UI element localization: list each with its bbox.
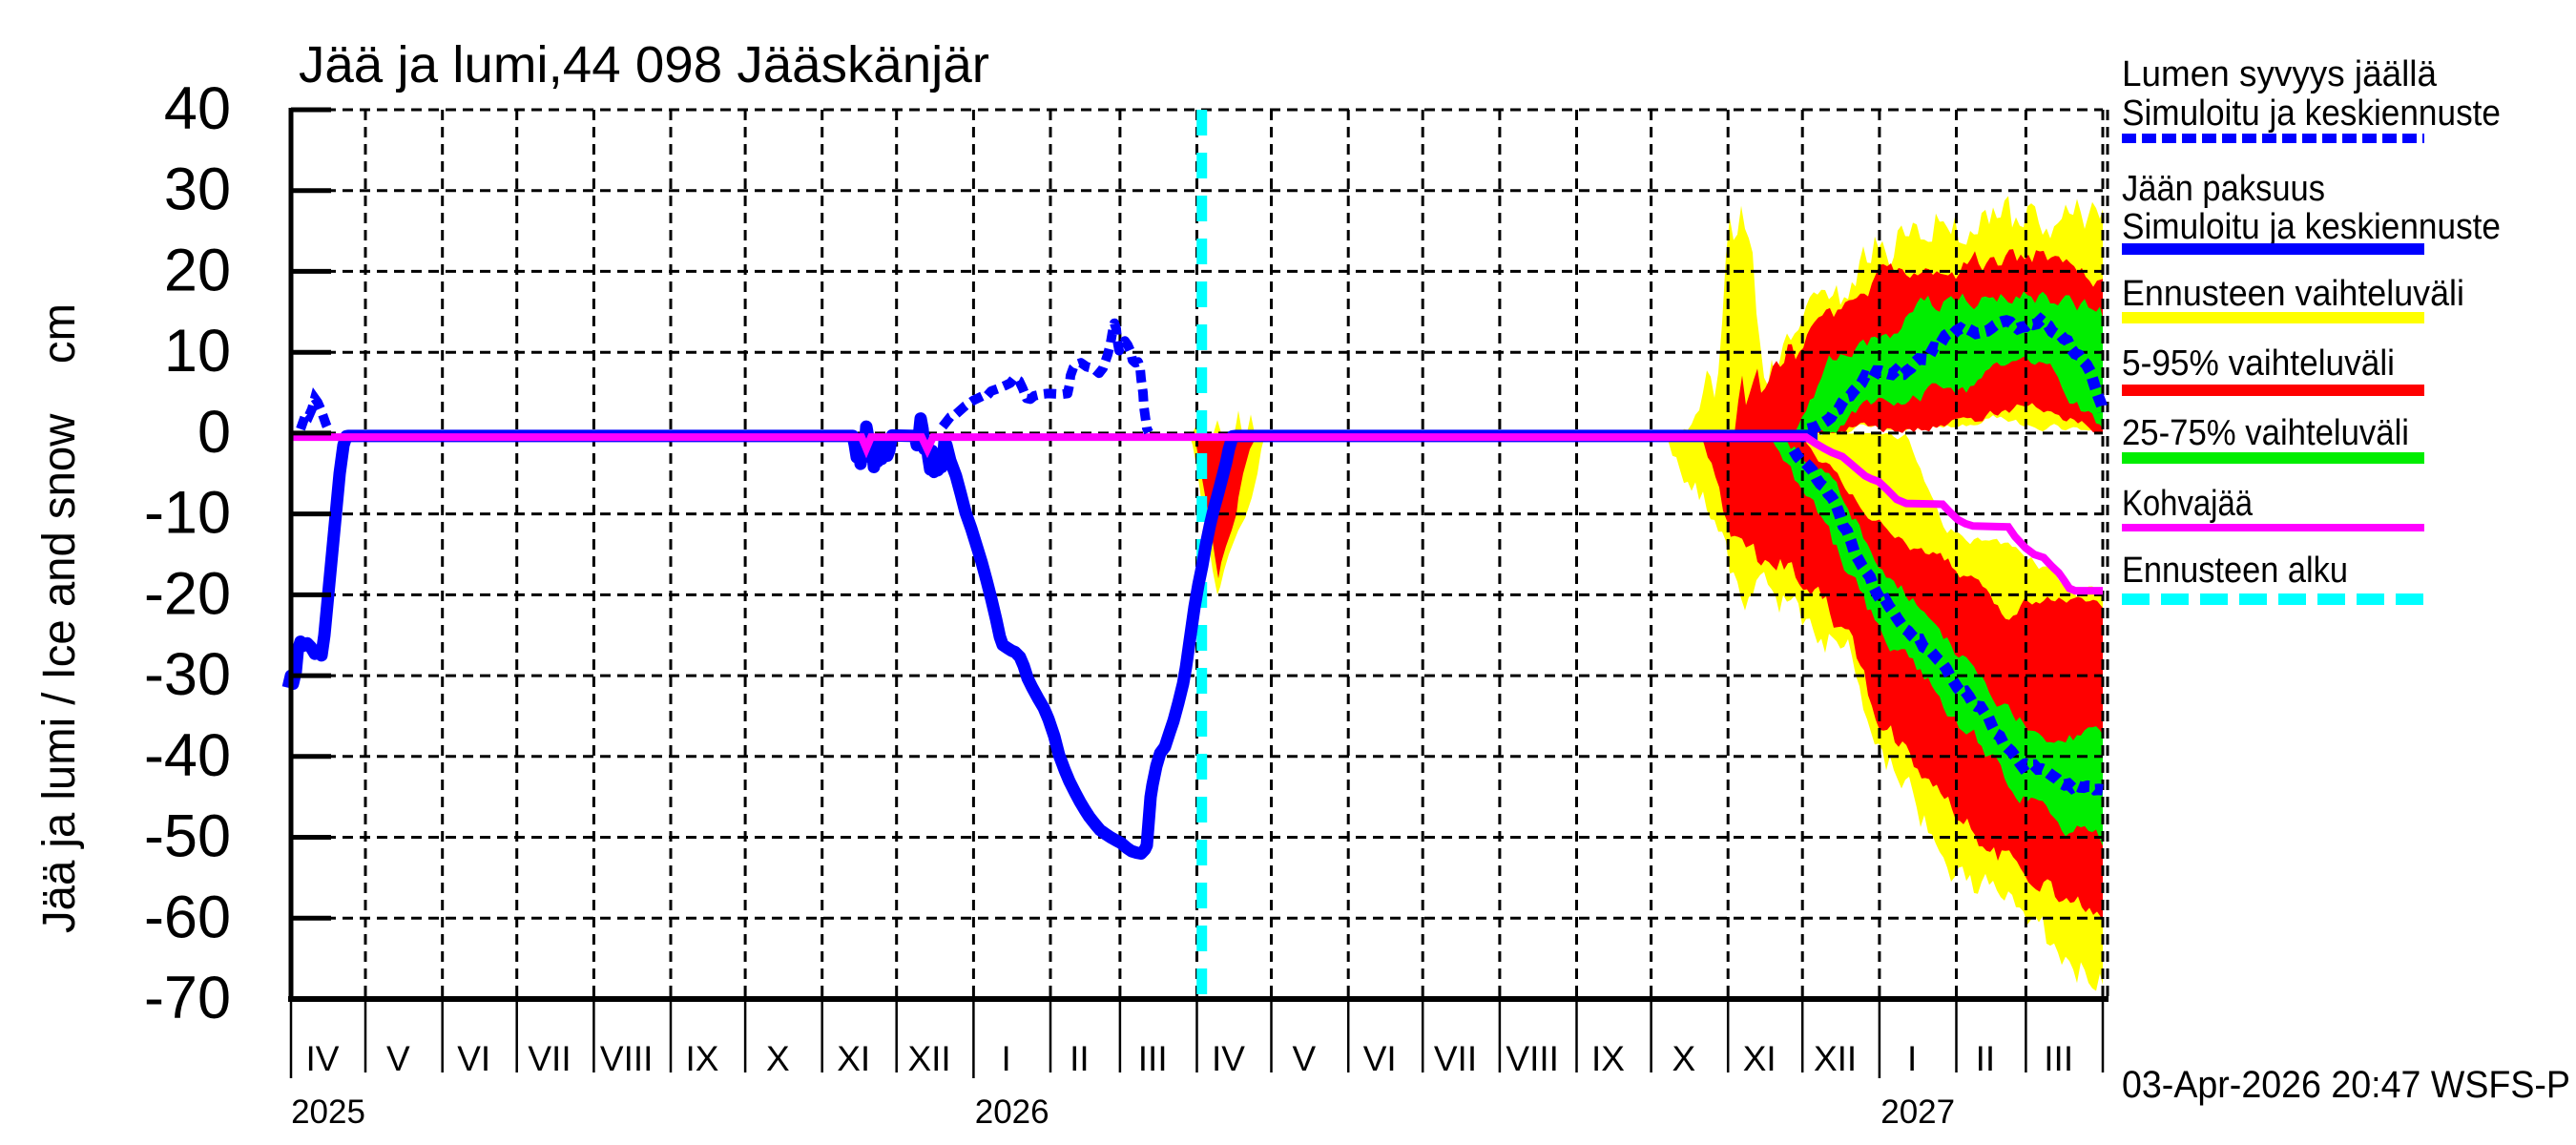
svg-text:XI: XI (1743, 1039, 1776, 1078)
svg-text:X: X (1672, 1039, 1696, 1078)
svg-text:I: I (1907, 1039, 1917, 1078)
svg-text:-50: -50 (144, 803, 231, 870)
svg-text:IV: IV (1212, 1039, 1245, 1078)
svg-text:XII: XII (907, 1039, 950, 1078)
svg-text:V: V (386, 1039, 410, 1078)
svg-text:2025: 2025 (291, 1093, 365, 1131)
svg-text:Ennusteen vaihteluväli: Ennusteen vaihteluväli (2122, 274, 2464, 314)
svg-text:III: III (2044, 1039, 2073, 1078)
svg-text:-40: -40 (144, 722, 231, 789)
svg-text:II: II (1070, 1039, 1090, 1078)
svg-text:25-75% vaihteluväli: 25-75% vaihteluväli (2122, 413, 2409, 453)
svg-text:-20: -20 (144, 560, 231, 627)
svg-text:30: 30 (164, 156, 231, 223)
svg-text:Simuloitu ja keskiennuste: Simuloitu ja keskiennuste (2122, 94, 2501, 134)
svg-text:VIII: VIII (600, 1039, 654, 1078)
svg-text:Jään paksuus: Jään paksuus (2122, 169, 2325, 209)
svg-text:III: III (1138, 1039, 1168, 1078)
svg-text:VII: VII (528, 1039, 571, 1078)
svg-text:Lumen syvyys jäällä: Lumen syvyys jäällä (2122, 54, 2438, 94)
svg-text:0: 0 (197, 399, 231, 466)
svg-text:2026: 2026 (975, 1093, 1049, 1131)
svg-text:XI: XI (837, 1039, 870, 1078)
svg-text:Kohvajää: Kohvajää (2122, 484, 2254, 524)
svg-text:40: 40 (164, 75, 231, 142)
svg-text:XII: XII (1814, 1039, 1857, 1078)
svg-text:IV: IV (306, 1039, 340, 1078)
svg-text:-10: -10 (144, 480, 231, 547)
svg-text:V: V (1293, 1039, 1317, 1078)
svg-text:Jää ja lumi / Ice and snow: Jää ja lumi / Ice and snow cm (34, 303, 85, 933)
svg-text:5-95% vaihteluväli: 5-95% vaihteluväli (2122, 344, 2395, 384)
svg-text:Ennusteen alku: Ennusteen alku (2122, 551, 2348, 591)
svg-text:IX: IX (1591, 1039, 1625, 1078)
svg-text:20: 20 (164, 237, 231, 303)
svg-text:-70: -70 (144, 965, 231, 1031)
svg-text:Jää ja lumi,44 098 Jääskänjär: Jää ja lumi,44 098 Jääskänjär (299, 36, 989, 94)
svg-text:VI: VI (1363, 1039, 1397, 1078)
svg-text:03-Apr-2026 20:47 WSFS-P: 03-Apr-2026 20:47 WSFS-P (2122, 1064, 2570, 1106)
svg-text:VI: VI (457, 1039, 490, 1078)
svg-text:-60: -60 (144, 884, 231, 950)
svg-text:Simuloitu ja keskiennuste: Simuloitu ja keskiennuste (2122, 207, 2501, 247)
svg-text:-30: -30 (144, 641, 231, 708)
svg-text:X: X (766, 1039, 790, 1078)
svg-text:2027: 2027 (1880, 1093, 1955, 1131)
svg-text:VII: VII (1434, 1039, 1477, 1078)
svg-text:VIII: VIII (1506, 1039, 1559, 1078)
svg-text:10: 10 (164, 318, 231, 385)
svg-text:I: I (1002, 1039, 1011, 1078)
svg-text:II: II (1976, 1039, 1996, 1078)
svg-text:IX: IX (686, 1039, 719, 1078)
